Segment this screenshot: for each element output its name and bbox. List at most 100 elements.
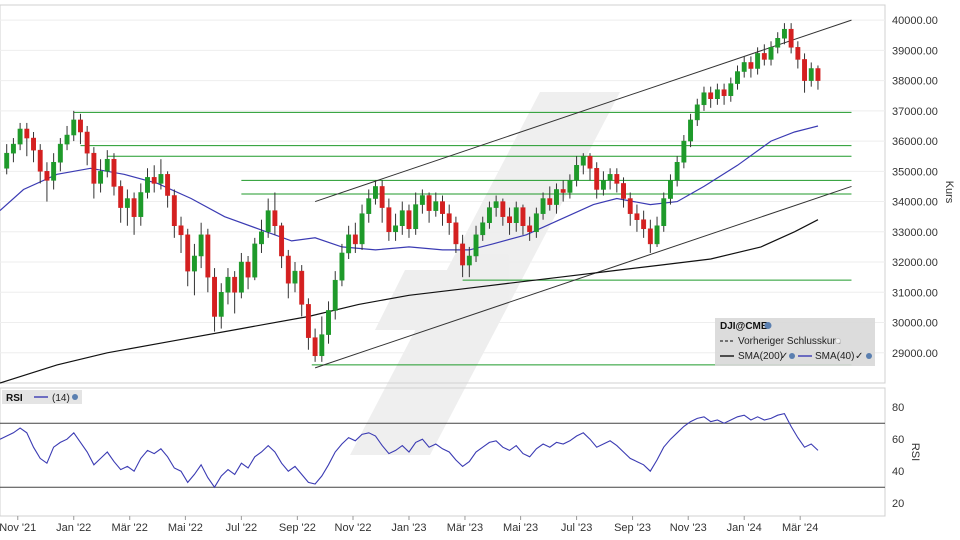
price-panel-frame [0,4,886,384]
candle-body [319,334,325,357]
rsi-legend: RSI (14) [2,390,82,404]
rsi-y-tick-label: 20 [892,498,904,510]
candle-body [44,171,50,181]
candle-body [795,47,801,60]
candle-body [701,92,707,106]
legend-label-prev-close: Vorheriger Schlusskurs [738,336,841,347]
candle-body [84,131,90,154]
candle-body [352,234,358,245]
legend-label-sma200: SMA(200) [738,351,783,362]
candle-body [527,225,533,233]
candle-body [272,210,278,227]
candle-body [761,53,767,60]
rsi-y-tick-labels: 20 40 60 80 [892,402,904,510]
candle-body [285,255,291,284]
candle-body [694,104,700,121]
x-axis-label: Mär '23 [447,522,483,534]
candle-body [419,195,425,205]
price-legend: DJI@CME Vorheriger Schlusskurs SMA(200) … [715,318,875,366]
x-axis-label: Jan '22 [56,522,91,534]
rsi-y-tick-label: 80 [892,402,904,414]
candle-body [708,92,714,99]
candle-body [567,180,573,193]
price-y-tick-label: 36000.00 [892,136,938,148]
candle-body [466,255,472,266]
candlesticks [4,23,821,362]
candle-body [178,225,184,236]
legend-toggle-icon[interactable] [835,338,841,344]
candle-body [688,119,694,142]
candle-body [661,198,667,227]
candle-body [158,174,164,184]
candle-body [171,195,177,227]
x-axis-label: Sep '22 [279,522,316,534]
candle-body [735,71,740,84]
legend-info-icon[interactable] [764,322,772,329]
candle-body [198,234,204,257]
candle-body [332,279,338,311]
price-y-tick-labels: 29000.00 30000.00 31000.00 32000.00 33000.00… [892,15,938,360]
candle-body [788,28,794,48]
candle-body [654,225,660,245]
candle-body [641,219,647,230]
candle-body [111,158,117,187]
legend-box [715,318,875,366]
candle-body [37,149,43,172]
candle-body [607,174,613,181]
candle-body [808,68,814,81]
candle-body [265,210,271,233]
x-axis-label: Mai '23 [503,522,538,534]
candle-body [594,168,600,190]
legend-label-sma40: SMA(40) [815,351,854,362]
rsi-line [0,412,819,489]
legend-settings-icon-sma40[interactable] [866,353,872,359]
candle-body [486,207,492,223]
candle-body [540,198,546,214]
candle-body [386,207,392,233]
sma200-line [0,219,819,384]
candle-body [802,59,807,81]
x-axis-label: Jul '23 [561,522,592,534]
trendline [314,185,852,369]
rsi-y-tick-label: 60 [892,434,904,446]
candle-body [191,255,197,272]
candle-body [554,189,559,205]
price-y-axis-label: Kurs [943,181,955,204]
rsi-y-axis-label: RSI [909,443,921,461]
x-axis-label: Jan '24 [727,522,762,534]
candle-body [815,68,821,81]
candle-body [51,161,57,181]
x-axis-label: Jul '22 [226,522,257,534]
trendline [314,19,852,203]
candle-body [433,201,439,211]
candle-body [326,310,331,335]
legend-check-icon-sma200[interactable]: ✓ [780,351,788,362]
candle-body [580,155,586,166]
candle-body [634,213,640,220]
candle-body [446,213,452,223]
candle-body [245,261,251,278]
candle-body [533,213,539,233]
price-y-tick-label: 40000.00 [892,15,938,27]
candle-body [64,134,70,145]
candle-body [681,140,687,163]
legend-check-icon-sma40[interactable]: ✓ [855,351,863,362]
candle-body [621,183,626,199]
candle-body [460,243,466,266]
candle-body [587,155,593,169]
price-y-tick-label: 38000.00 [892,76,938,88]
candle-body [124,198,130,208]
candle-body [453,222,459,245]
candle-body [305,304,311,338]
candle-body [238,261,244,293]
legend-settings-icon-sma200[interactable] [789,353,795,359]
price-y-tick-label: 39000.00 [892,45,938,57]
candle-body [768,47,774,60]
candle-body [259,231,264,245]
candle-body [775,38,781,48]
candle-body [24,128,30,139]
candle-body [393,225,399,233]
candle-body [185,234,191,272]
rsi-settings-icon[interactable] [72,394,78,400]
